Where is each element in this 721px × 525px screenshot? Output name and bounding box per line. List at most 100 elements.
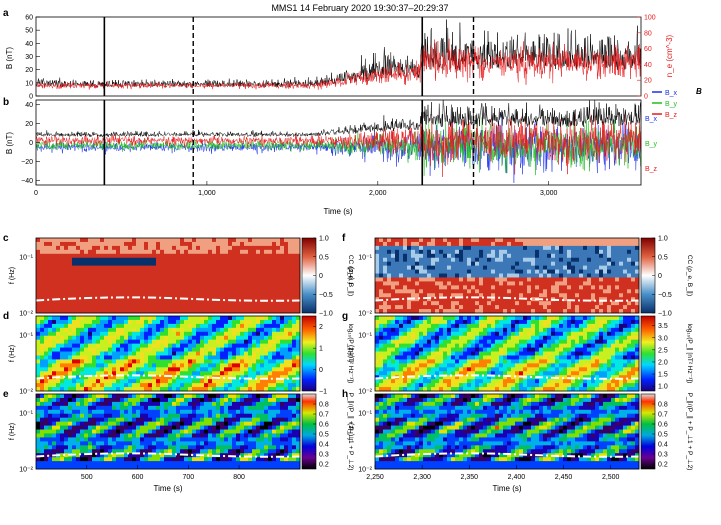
- heatmap-cell: [44, 335, 49, 341]
- heatmap-cell: [276, 253, 281, 259]
- heatmap-cell: [200, 238, 205, 243]
- heatmap-cell: [112, 375, 117, 380]
- heatmap-cell: [204, 305, 209, 310]
- heatmap-cell: [148, 417, 153, 423]
- heatmap-cell: [192, 437, 197, 442]
- heatmap-cell: [168, 257, 173, 263]
- heatmap-cell: [256, 375, 261, 380]
- heatmap-cell: [116, 273, 121, 278]
- heatmap-cell: [451, 305, 456, 310]
- heatmap-cell: [264, 383, 269, 388]
- heatmap-cell: [80, 359, 85, 364]
- heatmap-cell: [60, 441, 65, 446]
- heatmap-cell: [487, 305, 492, 310]
- heatmap-cell: [415, 249, 420, 255]
- heatmap-cell: [511, 245, 516, 251]
- heatmap-cell: [543, 261, 548, 267]
- heatmap-cell: [555, 253, 560, 259]
- heatmap-cell: [423, 273, 428, 278]
- heatmap-cell: [52, 433, 57, 438]
- heatmap-cell: [403, 301, 408, 306]
- heatmap-cell: [176, 277, 181, 282]
- heatmap-cell: [224, 375, 229, 380]
- heatmap-cell: [156, 394, 161, 399]
- heatmap-cell: [244, 413, 249, 419]
- heatmap-cell: [256, 293, 261, 298]
- heatmap-cell: [256, 387, 261, 392]
- heatmap-cell: [40, 339, 45, 345]
- heatmap-cell: [164, 277, 169, 282]
- heatmap-cell: [575, 309, 580, 314]
- heatmap-cell: [579, 281, 584, 286]
- heatmap-cell: [423, 285, 428, 290]
- heatmap-cell: [120, 383, 125, 388]
- heatmap-cell: [216, 394, 221, 399]
- heatmap-cell: [112, 457, 117, 462]
- heatmap-cell: [459, 309, 464, 314]
- heatmap-cell: [144, 367, 149, 372]
- heatmap-cell: [276, 453, 281, 458]
- heatmap-cell: [288, 347, 293, 352]
- heatmap-cell: [276, 449, 281, 454]
- heatmap-cell: [184, 249, 189, 255]
- heatmap-cell: [112, 261, 117, 267]
- heatmap-cell: [563, 301, 568, 306]
- heatmap-cell: [160, 379, 165, 384]
- heatmap-cell: [92, 401, 97, 407]
- heatmap-cell: [272, 359, 277, 364]
- heatmap-cell: [260, 437, 265, 442]
- heatmap-cell: [571, 269, 576, 274]
- heatmap-cell: [224, 297, 229, 302]
- heatmap-cell: [208, 461, 213, 466]
- heatmap-cell: [272, 253, 277, 259]
- heatmap-cell: [244, 383, 249, 388]
- heatmap-cell: [375, 265, 380, 270]
- heatmap-cell: [543, 305, 548, 310]
- heatmap-cell: [252, 371, 257, 376]
- heatmap-cell: [280, 319, 285, 325]
- heatmap-cell: [244, 375, 249, 380]
- heatmap-cell: [248, 453, 253, 458]
- heatmap-cell: [507, 257, 512, 263]
- panel-e-colorbar: [301, 393, 317, 470]
- heatmap-cell: [232, 257, 237, 263]
- heatmap-cell: [567, 309, 572, 314]
- heatmap-cell: [176, 339, 181, 345]
- side-label-bz: B_z: [645, 166, 658, 173]
- heatmap-cell: [124, 347, 129, 352]
- heatmap-cell: [140, 297, 145, 302]
- heatmap-cell: [40, 355, 45, 360]
- heatmap-cell: [40, 351, 45, 356]
- heatmap-cell: [136, 465, 141, 470]
- heatmap-cell: [196, 316, 201, 321]
- heatmap-cell: [248, 359, 253, 364]
- heatmap-cell: [96, 273, 101, 278]
- heatmap-cell: [280, 343, 285, 348]
- heatmap-cell: [280, 245, 285, 251]
- heatmap-cell: [64, 327, 69, 333]
- heatmap-cell: [172, 383, 177, 388]
- heatmap-cell: [84, 453, 89, 458]
- heatmap-cell: [288, 297, 293, 302]
- heatmap-cell: [403, 285, 408, 290]
- heatmap-cell: [184, 319, 189, 325]
- panel-a-ytick-right-label: 20: [644, 78, 652, 85]
- heatmap-cell: [88, 461, 93, 466]
- heatmap-cell: [60, 281, 65, 286]
- heatmap-cell: [288, 461, 293, 466]
- heatmap-cell: [80, 265, 85, 270]
- heatmap-cell: [579, 309, 584, 314]
- heatmap-cell: [479, 289, 484, 294]
- heatmap-cell: [487, 265, 492, 270]
- heatmap-cell: [292, 249, 297, 255]
- heatmap-cell: [76, 433, 81, 438]
- heatmap-cell: [260, 417, 265, 423]
- heatmap-cell: [292, 297, 297, 302]
- heatmap-cell: [292, 257, 297, 263]
- heatmap-cell: [52, 343, 57, 348]
- heatmap-cell: [120, 465, 125, 470]
- heatmap-cell: [112, 309, 117, 314]
- heatmap-cell: [487, 261, 492, 267]
- heatmap-cell: [196, 269, 201, 274]
- heatmap-cell: [256, 327, 261, 333]
